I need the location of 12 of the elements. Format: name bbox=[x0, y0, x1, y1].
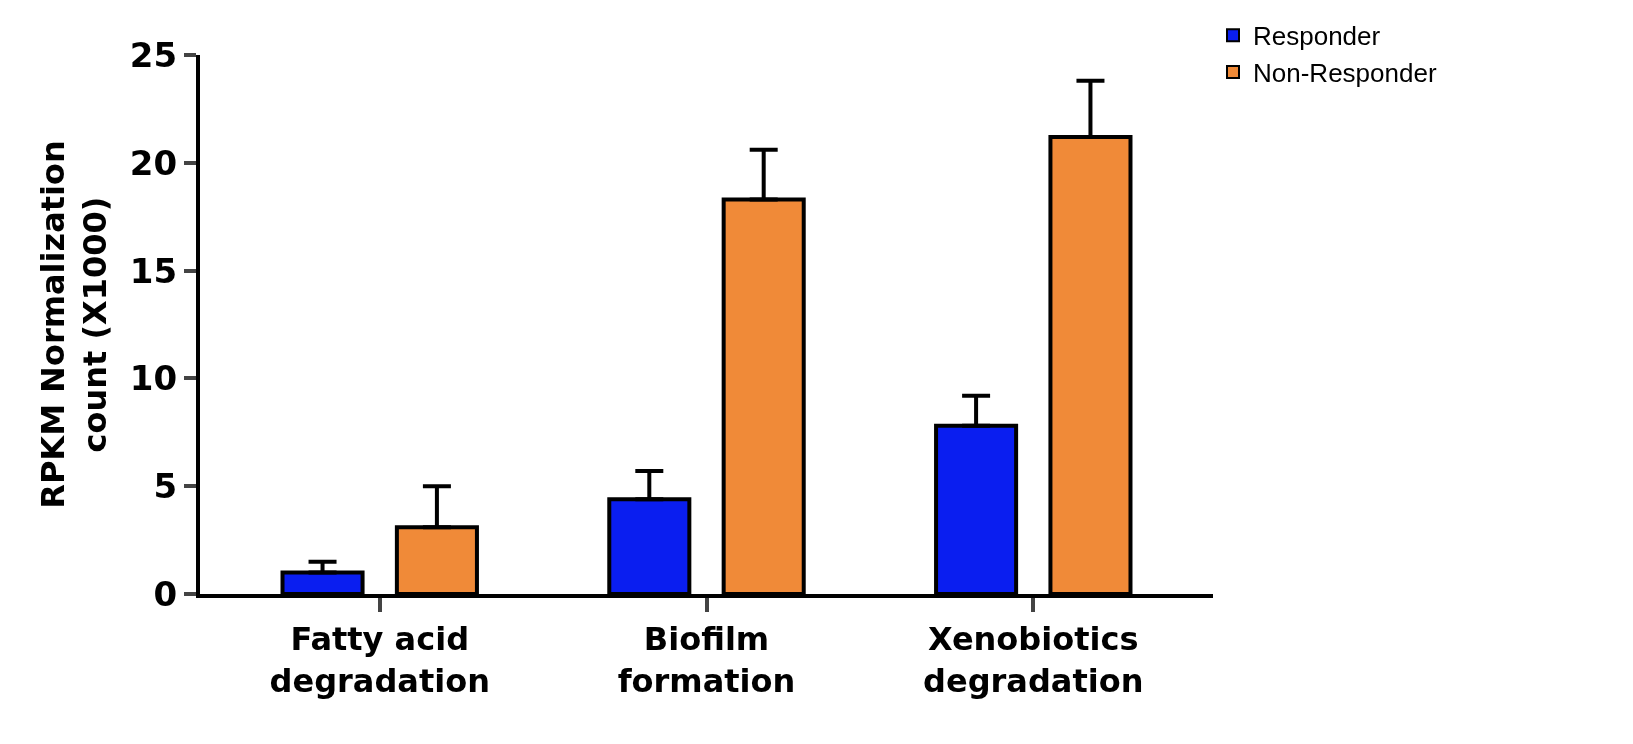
x-tick-label: Biofilm formation bbox=[617, 620, 796, 700]
y-axis-title: RPKM Normalization count (X1000) bbox=[34, 140, 114, 509]
y-tick-label: 20 bbox=[129, 142, 178, 183]
legend-label: Non-Responder bbox=[1253, 58, 1437, 89]
y-tick-label: 5 bbox=[153, 466, 178, 507]
y-tick-label: 15 bbox=[129, 250, 178, 291]
y-tick-label: 25 bbox=[129, 34, 178, 75]
x-tick-label: Xenobiotics degradation bbox=[923, 620, 1144, 700]
y-tick-label: 10 bbox=[129, 358, 178, 399]
x-tick-label: Fatty acid degradation bbox=[269, 620, 490, 700]
legend-label: Responder bbox=[1253, 21, 1381, 52]
y-tick-label: 0 bbox=[153, 573, 178, 614]
